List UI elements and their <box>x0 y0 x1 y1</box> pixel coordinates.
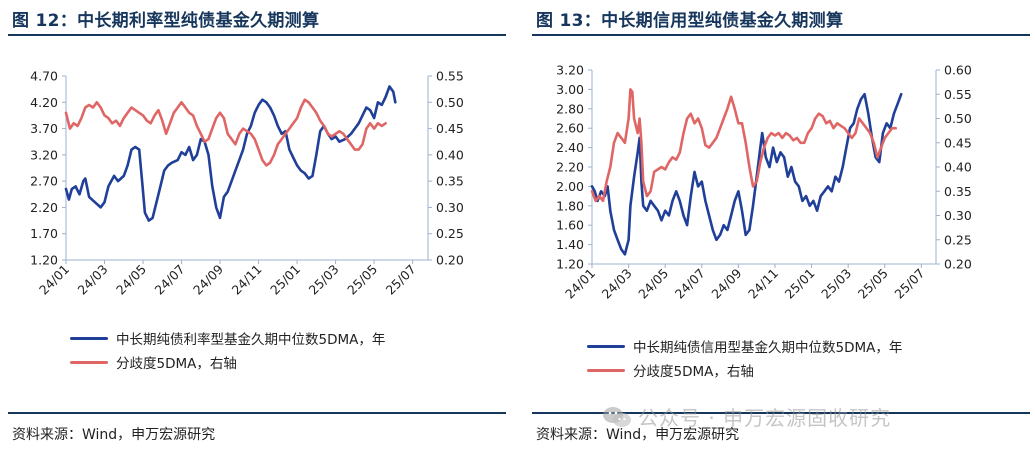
legend-item: 分歧度5DMA，右轴 <box>70 350 385 374</box>
right-axis-tick-label: 0.30 <box>436 200 464 215</box>
right-axis-tick-label: 0.20 <box>436 253 464 268</box>
x-axis-tick-label: 24/05 <box>635 266 671 302</box>
legend-item: 分歧度5DMA，右轴 <box>587 358 902 382</box>
legend-label: 中长期纯债信用型基金久期中位数5DMA，年 <box>633 340 903 356</box>
right-axis-tick-label: 0.20 <box>944 257 972 272</box>
x-axis-tick-label: 24/03 <box>75 262 111 298</box>
divergence-series-line <box>590 88 897 203</box>
duration-series-line <box>590 92 903 256</box>
divergence-series-line <box>64 98 387 167</box>
legend-label: 中长期纯债利率型基金久期中位数5DMA，年 <box>116 332 386 348</box>
right-axis-tick-label: 0.35 <box>436 174 464 189</box>
x-axis-tick-label: 24/09 <box>190 261 226 297</box>
left-axis-tick-label: 2.80 <box>556 101 584 116</box>
x-axis-tick-label: 24/09 <box>708 265 744 301</box>
legend-item: 中长期纯债信用型基金久期中位数5DMA，年 <box>587 334 902 358</box>
duration-chart-rate-funds: 4.70 4.20 3.70 3.20 2.70 2.20 1.70 1.20 0.55 0.50… <box>30 69 464 298</box>
left-axis-tick-label: 2.20 <box>30 200 58 215</box>
duration-chart-credit-funds: 3.20 3.00 2.80 2.60 2.40 2.20 2.00 1.80 1.60 1.40… <box>556 63 972 302</box>
legend-swatch <box>70 360 108 364</box>
x-axis-tick-label: 24/11 <box>745 266 781 302</box>
x-axis-tick-label: 25/05 <box>344 262 380 298</box>
x-axis-tick-label: 24/07 <box>152 262 188 298</box>
right-axis-tick-label: 0.35 <box>944 184 972 199</box>
x-axis-tick-label: 25/05 <box>855 266 891 302</box>
x-axis-tick-label: 25/01 <box>267 262 303 298</box>
right-axis-tick-label: 0.40 <box>436 147 464 162</box>
duration-series-line <box>64 85 397 222</box>
x-axis-tick-label: 24/11 <box>229 262 265 298</box>
right-axis-tick-label: 0.60 <box>944 63 972 78</box>
legend-label: 分歧度5DMA，右轴 <box>116 356 237 372</box>
left-chart-panel: 图 12：中长期利率型纯债基金久期测算 4.70 4.20 3.70 3.20 2.70… <box>8 0 508 458</box>
left-axis-tick-label: 1.20 <box>30 253 58 268</box>
x-axis-tick-label: 25/07 <box>383 262 419 298</box>
right-axis-tick-label: 0.55 <box>944 87 972 102</box>
legend-swatch <box>70 336 108 340</box>
chart-legend: 中长期纯债信用型基金久期中位数5DMA，年 分歧度5DMA，右轴 <box>587 334 902 382</box>
x-axis-tick-label: 25/03 <box>818 266 854 302</box>
source-note: 资料来源：Wind，申万宏源研究 <box>12 427 216 443</box>
left-axis-tick-label: 2.00 <box>556 179 584 194</box>
left-axis-tick-label: 2.40 <box>556 140 584 155</box>
left-axis-tick-label: 1.40 <box>556 237 584 252</box>
source-note: 资料来源：Wind，申万宏源研究 <box>536 427 740 443</box>
x-axis-tick-label: 24/07 <box>672 266 708 302</box>
left-axis-tick-label: 1.80 <box>556 198 584 213</box>
left-axis-tick-label: 2.70 <box>30 174 58 189</box>
left-axis-tick-label: 2.60 <box>556 121 584 136</box>
left-axis-tick-label: 4.70 <box>30 69 58 84</box>
wechat-icon <box>602 405 632 434</box>
chart-title: 图 13：中长期信用型纯债基金久期测算 <box>536 11 844 31</box>
x-axis-tick-label: 25/07 <box>891 266 927 302</box>
right-axis-tick-label: 0.30 <box>944 208 972 223</box>
legend-swatch <box>587 368 625 372</box>
watermark: 公众号 · 申万宏源固收研究 <box>602 402 891 434</box>
right-axis-tick-label: 0.40 <box>944 160 972 175</box>
watermark-text: 公众号 · 申万宏源固收研究 <box>638 406 892 430</box>
left-axis-tick-label: 3.20 <box>556 63 584 78</box>
left-axis-tick-label: 1.60 <box>556 218 584 233</box>
title-divider <box>532 34 1030 36</box>
x-axis-tick-label: 24/03 <box>599 266 635 302</box>
x-axis-tick-label: 25/03 <box>306 262 342 298</box>
left-axis-tick-label: 1.70 <box>30 226 58 241</box>
chart-title: 图 12：中长期利率型纯债基金久期测算 <box>12 11 320 31</box>
left-axis-tick-label: 3.00 <box>556 82 584 97</box>
left-axis-tick-label: 4.20 <box>30 95 58 110</box>
right-axis-tick-label: 0.50 <box>436 95 464 110</box>
footer-divider <box>8 412 506 414</box>
legend-swatch <box>587 344 625 348</box>
legend-item: 中长期纯债利率型基金久期中位数5DMA，年 <box>70 326 385 350</box>
right-axis-tick-label: 0.50 <box>944 111 972 126</box>
footer-divider <box>532 412 1030 414</box>
right-axis-tick-label: 0.45 <box>944 135 972 150</box>
legend-label: 分歧度5DMA，右轴 <box>633 364 754 380</box>
left-axis-tick-label: 2.20 <box>556 160 584 175</box>
right-axis-tick-label: 0.55 <box>436 69 464 84</box>
title-divider <box>8 34 506 36</box>
chart-legend: 中长期纯债利率型基金久期中位数5DMA，年 分歧度5DMA，右轴 <box>70 326 385 374</box>
right-axis-tick-label: 0.25 <box>944 232 972 247</box>
left-axis-tick-label: 3.70 <box>30 121 58 136</box>
x-axis-tick-label: 25/01 <box>782 266 818 302</box>
right-axis-tick-label: 0.25 <box>436 226 464 241</box>
right-axis-tick-label: 0.45 <box>436 121 464 136</box>
x-axis-tick-label: 24/05 <box>113 262 149 298</box>
left-axis-tick-label: 1.20 <box>556 257 584 272</box>
left-axis-tick-label: 3.20 <box>30 147 58 162</box>
right-chart-panel: 图 13：中长期信用型纯债基金久期测算 3.20 3.00 2.80 2.60 2.40… <box>532 0 1032 458</box>
